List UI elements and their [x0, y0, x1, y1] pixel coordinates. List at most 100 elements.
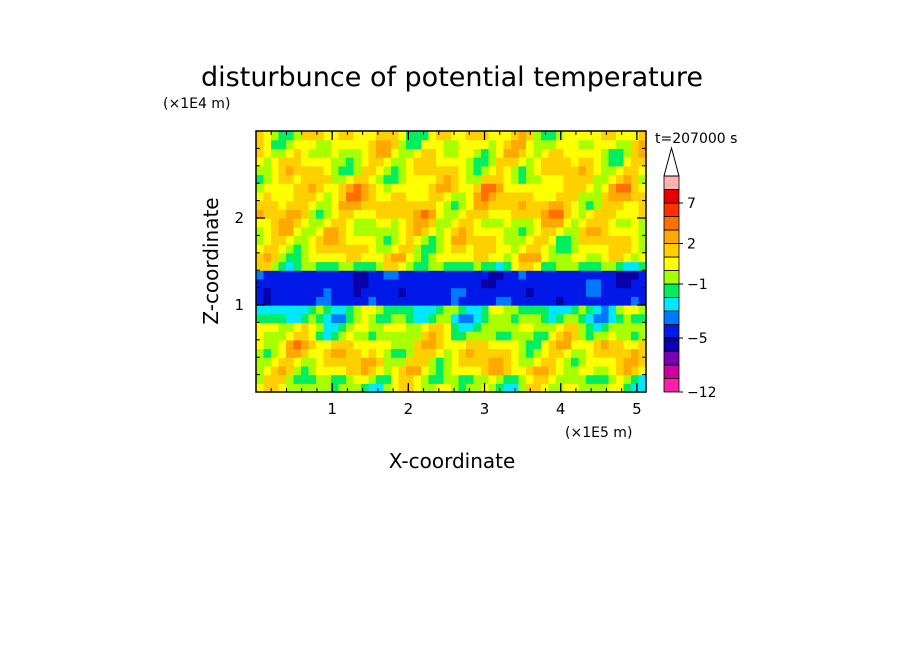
field-cell	[496, 270, 505, 280]
field-cell	[586, 287, 595, 297]
field-cell	[323, 287, 332, 297]
field-cell	[533, 383, 542, 392]
colorbar-swatch	[663, 202, 680, 217]
field-cell	[608, 278, 617, 289]
field-cell	[443, 191, 452, 202]
field-cell	[631, 191, 640, 202]
field-cell	[466, 348, 475, 358]
field-cell	[383, 157, 392, 167]
field-cell	[271, 383, 280, 392]
field-cell	[586, 278, 595, 289]
field-cell	[391, 270, 400, 280]
field-cell	[301, 235, 310, 245]
field-cell	[593, 244, 602, 254]
field-cell	[443, 322, 452, 332]
field-cell	[451, 209, 460, 219]
field-cell	[443, 305, 452, 315]
field-cell	[601, 157, 610, 167]
field-cell	[616, 357, 625, 367]
field-cell	[406, 305, 415, 315]
field-cell	[293, 139, 302, 149]
field-cell	[271, 278, 280, 289]
field-cell	[368, 287, 377, 297]
field-cell	[623, 148, 632, 158]
field-cell	[631, 374, 640, 384]
field-cell	[376, 174, 385, 184]
field-cell	[548, 235, 557, 245]
field-cell	[548, 348, 557, 358]
field-cell	[376, 209, 385, 219]
field-cell	[518, 322, 527, 332]
field-cell	[271, 226, 280, 236]
field-cell	[406, 157, 415, 167]
field-cell	[316, 278, 325, 289]
field-cell	[511, 131, 520, 141]
field-cell	[548, 322, 557, 332]
field-cell	[353, 200, 362, 210]
field-cell	[631, 218, 640, 228]
field-cell	[556, 296, 565, 306]
field-cell	[376, 348, 385, 358]
field-cell	[413, 339, 422, 350]
field-cell	[353, 244, 362, 254]
field-cell	[376, 313, 385, 323]
field-cell	[616, 157, 625, 167]
field-cell	[346, 183, 355, 193]
colorbar-swatch	[663, 175, 680, 190]
field-cell	[541, 131, 550, 141]
field-cell	[398, 174, 407, 184]
field-cell	[458, 374, 467, 384]
field-cell	[323, 348, 332, 358]
field-cell	[466, 200, 475, 210]
field-cell	[503, 174, 512, 184]
field-cell	[346, 270, 355, 280]
field-cell	[383, 270, 392, 280]
field-cell	[638, 139, 646, 149]
field-cell	[533, 139, 542, 149]
field-cell	[383, 131, 392, 141]
field-cell	[593, 165, 602, 176]
plot-area	[256, 131, 646, 392]
field-cell	[436, 348, 445, 358]
field-cell	[346, 374, 355, 384]
field-cell	[383, 261, 392, 271]
field-cell	[301, 209, 310, 219]
field-cell	[331, 365, 340, 376]
field-cell	[271, 183, 280, 193]
field-cell	[586, 165, 595, 176]
field-cell	[526, 131, 535, 141]
colorbar-swatch	[663, 189, 680, 204]
field-cell	[518, 218, 527, 228]
field-cell	[406, 139, 415, 149]
field-cell	[578, 296, 587, 306]
field-cell	[256, 226, 265, 236]
field-cell	[488, 322, 497, 332]
field-cell	[323, 157, 332, 167]
field-cell	[293, 305, 302, 315]
field-cell	[481, 244, 490, 254]
field-cell	[413, 287, 422, 297]
field-cell	[473, 244, 482, 254]
field-cell	[421, 357, 430, 367]
colorbar-tick-label: −12	[687, 385, 717, 401]
field-cell	[481, 270, 490, 280]
field-cell	[353, 235, 362, 245]
field-cell	[368, 174, 377, 184]
field-cell	[398, 287, 407, 297]
field-cell	[526, 148, 535, 158]
field-cell	[293, 183, 302, 193]
colorbar-swatch	[663, 243, 680, 258]
field-cell	[488, 313, 497, 323]
field-cell	[331, 191, 340, 202]
field-cell	[376, 218, 385, 228]
field-cell	[338, 218, 347, 228]
field-cell	[293, 261, 302, 271]
field-cell	[601, 374, 610, 384]
field-cell	[541, 348, 550, 358]
field-cell	[563, 209, 572, 219]
field-cell	[323, 165, 332, 176]
field-cell	[271, 331, 280, 341]
field-cell	[503, 244, 512, 254]
field-cell	[458, 218, 467, 228]
field-cell	[323, 339, 332, 350]
